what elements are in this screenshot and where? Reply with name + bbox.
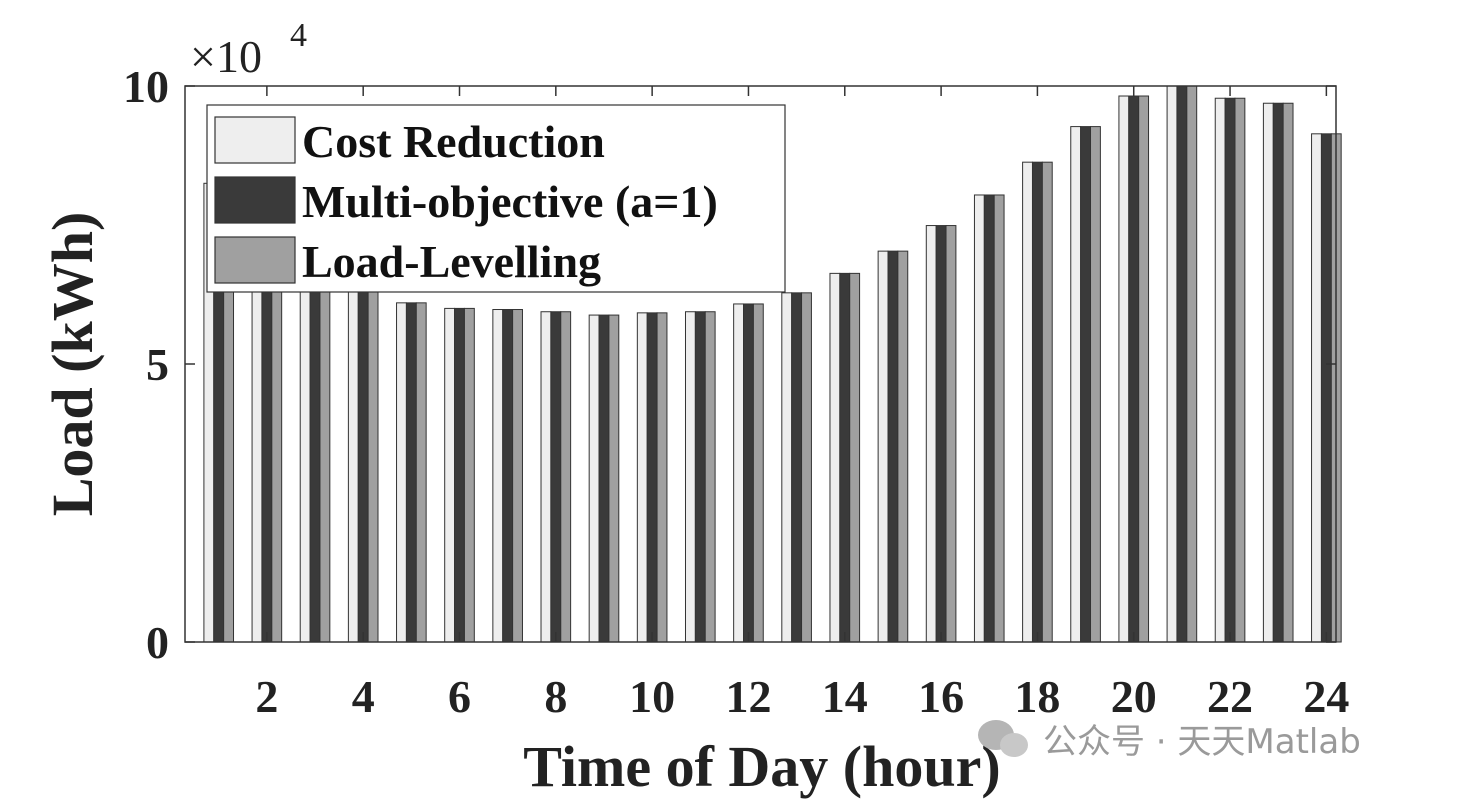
bar-hour-4-series-1: [347, 252, 359, 643]
bar-hour-9-series-2: [598, 314, 610, 643]
bar-hour-11-series-1: [684, 311, 696, 643]
x-tick-label: 24: [1303, 671, 1349, 722]
bar-hour-16-series-1: [925, 225, 937, 643]
bar-hour-22-series-2: [1224, 97, 1236, 643]
bar-hour-13-series-1: [781, 292, 793, 643]
y-tick-label: 10: [123, 61, 169, 112]
y-tick-label: 0: [146, 617, 169, 668]
bar-hour-24-series-1: [1311, 133, 1322, 643]
bar-hour-16-series-2: [935, 225, 947, 643]
y-multiplier: ×10 4: [190, 17, 307, 82]
bar-hour-18-series-2: [1031, 161, 1043, 643]
bar-hour-23-series-3: [1282, 102, 1294, 643]
bar-hour-8-series-1: [540, 311, 552, 643]
y-multiplier-exponent: 4: [290, 17, 307, 54]
bar-hour-23-series-1: [1262, 102, 1274, 643]
bar-hour-7-series-3: [512, 309, 523, 643]
bar-hour-19-series-3: [1090, 126, 1101, 643]
legend-label-3: Load-Levelling: [302, 236, 601, 287]
bar-hour-10-series-2: [646, 312, 658, 643]
bar-hour-8-series-2: [550, 311, 562, 643]
bars-group: [203, 85, 1342, 643]
bar-hour-7-series-1: [492, 309, 504, 643]
x-tick-label: 18: [1014, 671, 1060, 722]
bar-hour-21-series-1: [1166, 85, 1178, 643]
bar-hour-17-series-1: [973, 194, 985, 643]
legend-label-2: Multi-objective (a=1): [302, 176, 718, 227]
bar-hour-10-series-3: [656, 312, 668, 643]
legend: Cost Reduction Multi-objective (a=1) Load-…: [206, 104, 786, 293]
bar-hour-18-series-3: [1041, 161, 1053, 643]
bar-hour-20-series-2: [1128, 95, 1140, 643]
legend-swatch-1: [214, 116, 296, 164]
bar-hour-19-series-1: [1070, 126, 1082, 643]
x-tick-label: 14: [822, 671, 868, 722]
bar-hour-24-series-2: [1320, 133, 1332, 643]
x-tick-label: 12: [725, 671, 771, 722]
watermark-text: 公众号 · 天天Matlab: [1043, 722, 1361, 762]
bar-hour-12-series-1: [733, 303, 745, 643]
bar-hour-6-series-2: [454, 307, 465, 643]
bar-hour-12-series-2: [743, 303, 754, 643]
bar-hour-6-series-3: [463, 307, 475, 643]
bar-hour-15-series-3: [897, 250, 909, 643]
bar-hour-5-series-1: [396, 302, 407, 643]
bar-hour-16-series-3: [945, 225, 957, 643]
bar-hour-14-series-2: [839, 272, 851, 643]
bar-hour-11-series-2: [694, 311, 706, 643]
watermark: 公众号 · 天天Matlab: [978, 720, 1361, 762]
bar-hour-23-series-2: [1272, 102, 1284, 643]
legend-box: [206, 104, 786, 293]
bar-hour-4-series-2: [357, 252, 369, 643]
bar-hour-21-series-3: [1186, 85, 1198, 643]
y-tick-labels: 0 5 10: [123, 61, 169, 668]
bar-hour-4-series-3: [367, 252, 379, 643]
x-axis-title: Time of Day (hour): [523, 734, 1000, 799]
x-tick-label: 22: [1207, 671, 1253, 722]
y-axis-title: Load (kWh): [40, 212, 105, 517]
bar-hour-7-series-2: [502, 309, 514, 643]
x-tick-labels: 2 4 6 8 10 12 14 16 18 20 22 24: [255, 671, 1349, 722]
bar-hour-13-series-2: [791, 292, 803, 643]
x-tick-label: 2: [255, 671, 278, 722]
bar-hour-15-series-2: [887, 250, 899, 643]
x-tick-label: 16: [918, 671, 964, 722]
bar-hour-14-series-1: [829, 272, 841, 643]
bar-hour-17-series-2: [983, 194, 995, 643]
bar-hour-5-series-3: [415, 302, 427, 643]
y-tick-label: 5: [146, 339, 169, 390]
legend-label-1: Cost Reduction: [302, 116, 605, 167]
bar-hour-8-series-3: [560, 311, 572, 643]
bar-hour-10-series-1: [636, 312, 648, 643]
bar-hour-12-series-3: [752, 303, 764, 643]
legend-swatch-2: [214, 176, 296, 224]
bar-hour-11-series-3: [704, 311, 716, 643]
bar-hour-9-series-3: [608, 314, 620, 643]
bar-hour-20-series-1: [1118, 95, 1130, 643]
bar-hour-17-series-3: [993, 194, 1005, 643]
bar-hour-5-series-2: [405, 302, 417, 643]
bar-hour-22-series-1: [1214, 97, 1226, 643]
x-tick-label: 4: [352, 671, 375, 722]
bar-hour-20-series-3: [1138, 95, 1150, 643]
bar-hour-21-series-2: [1176, 85, 1188, 643]
bar-hour-18-series-1: [1022, 161, 1033, 643]
y-multiplier-base: ×10: [190, 31, 262, 82]
bar-hour-15-series-1: [877, 250, 889, 643]
x-tick-label: 6: [448, 671, 471, 722]
legend-swatch-3: [214, 236, 296, 284]
bar-hour-13-series-3: [801, 292, 812, 643]
bar-hour-6-series-1: [444, 307, 456, 643]
bar-hour-22-series-3: [1234, 97, 1246, 643]
bar-hour-9-series-1: [588, 314, 600, 643]
x-tick-label: 8: [544, 671, 567, 722]
x-tick-label: 10: [629, 671, 675, 722]
x-tick-label: 20: [1111, 671, 1157, 722]
wechat-icon: [978, 720, 1028, 757]
bar-hour-19-series-2: [1080, 126, 1092, 643]
axis-ticks: [185, 85, 1336, 643]
bar-hour-14-series-3: [849, 272, 861, 643]
